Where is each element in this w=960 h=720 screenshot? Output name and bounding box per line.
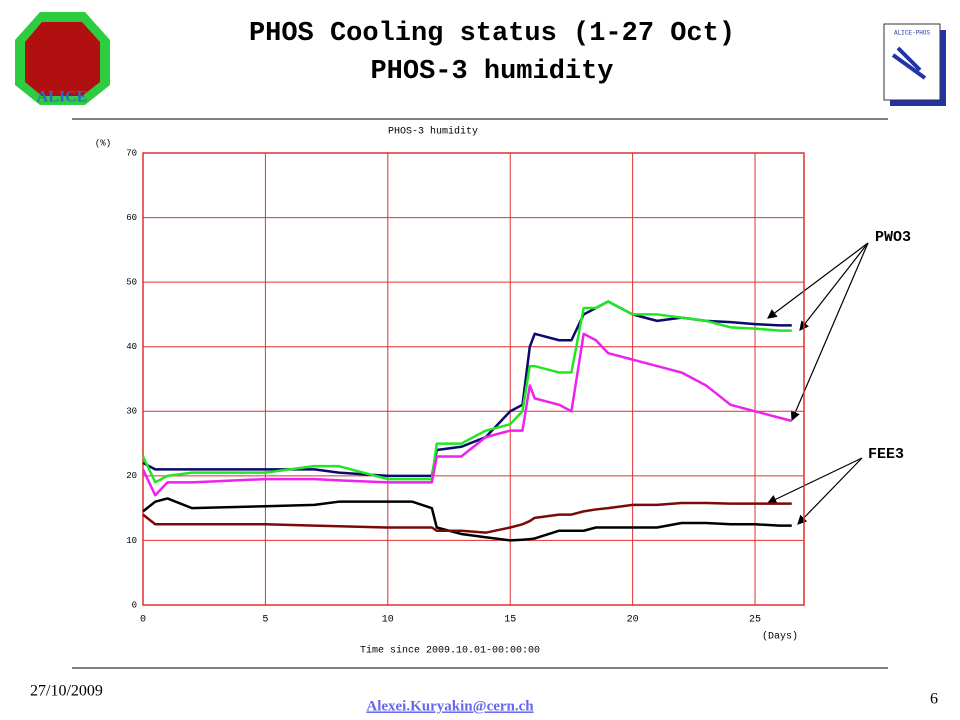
- x-label: Time since 2009.10.01-00:00:00: [360, 645, 540, 657]
- slide-title: PHOS Cooling status (1-27 Oct): [249, 19, 735, 49]
- plot: 0 10 20 30 40 50 60 70 0 5 10 15 20 25: [126, 148, 805, 626]
- page-number: 6: [930, 691, 938, 708]
- x-tick-label: 0: [140, 615, 146, 626]
- x-tick-label: 20: [627, 615, 639, 626]
- x-tick-label: 15: [504, 615, 516, 626]
- svg-text:ALICE-PHOS: ALICE-PHOS: [894, 30, 930, 37]
- x-unit: (Days): [762, 631, 798, 643]
- x-tick-label: 5: [262, 615, 268, 626]
- svg-text:ALICE: ALICE: [37, 89, 88, 106]
- series-line: [142, 501, 792, 534]
- arrows: [766, 242, 869, 525]
- series-line: [142, 300, 792, 478]
- y-tick-label: 20: [126, 471, 137, 481]
- y-tick-label: 10: [126, 536, 137, 546]
- series-line: [141, 300, 792, 484]
- x-tick-label: 10: [382, 615, 394, 626]
- annotation: PWO3: [875, 229, 911, 246]
- x-tick-label: 25: [749, 615, 761, 626]
- series-line: [142, 497, 792, 542]
- footer-email[interactable]: Alexei.Kuryakin@cern.ch: [366, 698, 534, 714]
- annotation: FEE3: [868, 446, 904, 463]
- y-tick-label: 50: [126, 278, 137, 288]
- y-tick-label: 70: [126, 148, 137, 158]
- plot-frame: [142, 152, 805, 606]
- series-line: [141, 332, 793, 497]
- phos-logo: ALICE-PHOS: [883, 23, 946, 106]
- y-tick-label: 60: [126, 213, 137, 223]
- chart-title: PHOS-3 humidity: [388, 126, 478, 138]
- alice-logo: ALICE: [15, 12, 110, 106]
- slide-subtitle: PHOS-3 humidity: [370, 57, 613, 87]
- y-tick-label: 40: [126, 342, 137, 352]
- y-tick-label: 0: [132, 600, 137, 610]
- y-tick-label: 30: [126, 407, 137, 417]
- footer-date: 27/10/2009: [30, 683, 103, 700]
- y-unit: (%): [95, 138, 111, 148]
